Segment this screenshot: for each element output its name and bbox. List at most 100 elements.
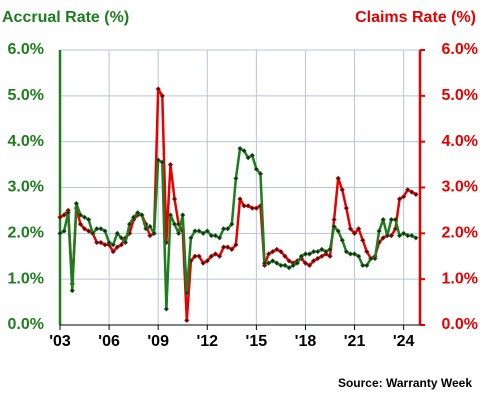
marker (245, 203, 251, 209)
marker (413, 235, 419, 241)
marker (81, 226, 88, 232)
marker (135, 210, 141, 216)
marker (81, 214, 88, 220)
marker (270, 249, 276, 255)
y-tick-label: 2.0% (8, 225, 44, 242)
marker (298, 253, 304, 259)
marker (376, 228, 382, 234)
marker (294, 260, 300, 266)
marker (229, 246, 235, 252)
y2-tick-label: 3.0% (442, 179, 478, 196)
marker (180, 212, 186, 218)
marker (270, 258, 276, 264)
marker (61, 228, 67, 234)
marker (401, 230, 407, 236)
source: Source: Warranty Week (338, 376, 472, 390)
marker (225, 226, 231, 232)
marker (372, 255, 378, 262)
left-axis-title: Accrual Rate (%) (2, 9, 129, 26)
marker (327, 253, 333, 259)
marker (351, 251, 358, 257)
marker (122, 239, 129, 246)
marker (368, 255, 374, 262)
series-line (59, 147, 417, 311)
marker (323, 249, 329, 255)
marker (110, 249, 116, 255)
marker (274, 246, 280, 252)
marker (94, 226, 100, 232)
marker (360, 262, 366, 269)
marker (196, 228, 202, 234)
marker (114, 244, 120, 250)
marker (396, 196, 403, 202)
marker (245, 155, 251, 161)
marker (106, 239, 112, 246)
marker (249, 205, 255, 211)
marker (225, 244, 231, 250)
marker (159, 159, 165, 165)
marker (171, 196, 178, 202)
marker (86, 216, 92, 223)
x-tick-label: '15 (246, 333, 268, 350)
x-tick-label: '24 (393, 333, 415, 350)
marker (69, 288, 75, 294)
y-tick-label: 0.0% (8, 316, 44, 333)
marker (360, 237, 366, 243)
marker (331, 216, 337, 223)
marker (184, 290, 190, 296)
marker (315, 255, 321, 262)
marker (77, 221, 84, 227)
marker (364, 249, 370, 255)
y2-tick-label: 4.0% (442, 133, 478, 150)
marker (155, 86, 161, 92)
marker (118, 235, 124, 241)
marker (94, 239, 100, 246)
marker (290, 262, 296, 269)
marker (286, 265, 292, 271)
marker (176, 230, 182, 236)
marker (401, 194, 407, 200)
marker (384, 233, 390, 239)
marker (221, 226, 227, 232)
marker (388, 233, 394, 239)
marker (413, 191, 419, 197)
x-tick-label: '12 (196, 333, 218, 350)
x-tick-label: '21 (344, 333, 366, 350)
marker (163, 306, 169, 312)
marker (212, 251, 219, 257)
marker (114, 230, 120, 236)
marker (212, 233, 219, 239)
marker (77, 212, 84, 218)
marker (102, 228, 108, 234)
marker (90, 230, 96, 236)
marker (319, 246, 325, 252)
marker (302, 251, 309, 257)
marker (98, 239, 104, 246)
marker (216, 253, 223, 259)
marker (184, 317, 190, 324)
marker (347, 226, 354, 232)
marker (65, 210, 71, 216)
marker (356, 226, 362, 232)
marker (339, 237, 345, 243)
marker (237, 145, 243, 152)
marker (192, 228, 198, 234)
marker (253, 166, 259, 172)
marker (335, 175, 341, 181)
marker (200, 230, 206, 236)
marker (151, 230, 157, 236)
y2-tick-label: 5.0% (442, 87, 478, 104)
marker (147, 233, 153, 239)
y2-tick-label: 0.0% (442, 316, 478, 333)
marker (192, 253, 198, 259)
y-tick-label: 5.0% (8, 87, 44, 104)
marker (208, 233, 214, 239)
y2-tick-label: 2.0% (442, 225, 478, 242)
marker (319, 253, 325, 259)
marker (274, 260, 280, 266)
marker (204, 228, 210, 234)
marker (237, 196, 243, 202)
marker (155, 157, 161, 163)
